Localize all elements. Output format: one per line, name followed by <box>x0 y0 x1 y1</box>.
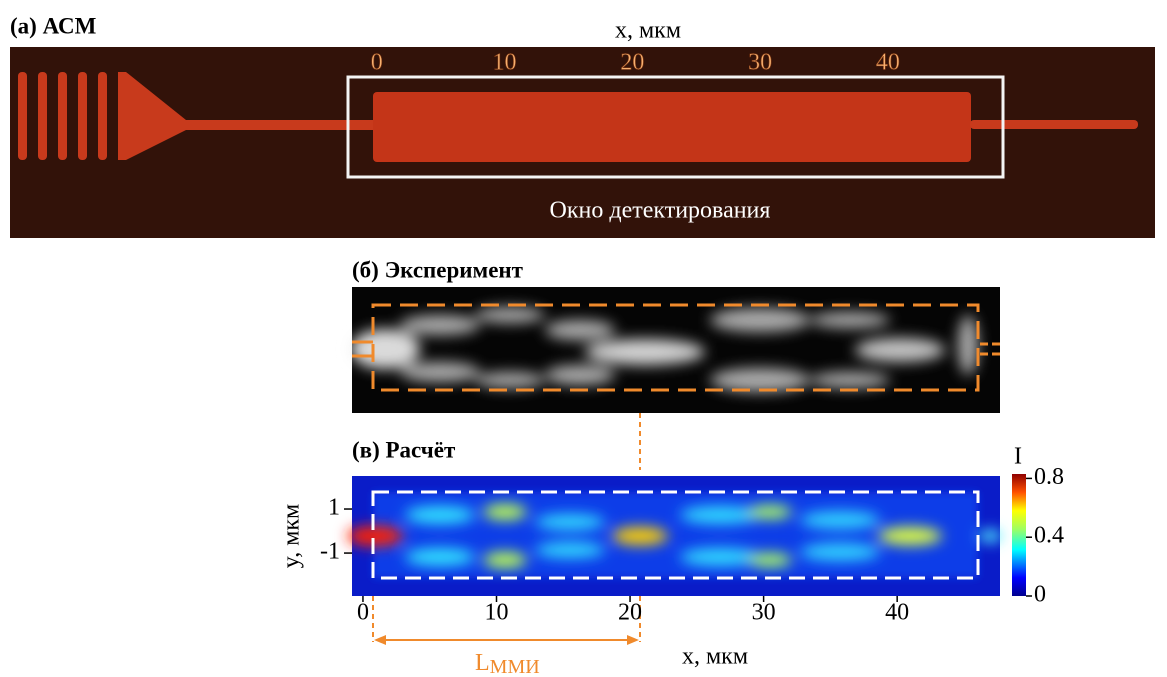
colorbar <box>1012 474 1026 596</box>
x-tick-label: 30 <box>748 50 772 76</box>
colorbar-tick-label: 0.8 <box>1034 464 1064 490</box>
panel-title: (б) Эксперимент <box>352 257 524 282</box>
experiment-image <box>350 287 1000 413</box>
x-tick-label: 10 <box>485 600 509 626</box>
panel-title: (в) Расчёт <box>352 437 456 462</box>
colorbar-label: I <box>1014 444 1022 470</box>
y-tick-label: 1 <box>328 495 340 521</box>
simulation-image <box>347 476 1002 596</box>
axis-label: y, мкм <box>279 504 305 568</box>
length-label: LММИ <box>475 650 540 677</box>
x-tick-label: 10 <box>493 50 517 76</box>
colorbar-tick-label: 0 <box>1034 582 1046 608</box>
x-tick-label: 0 <box>357 600 369 626</box>
window-label: Окно детектирования <box>550 198 771 224</box>
afm-image <box>10 47 1155 238</box>
x-tick-label: 40 <box>876 50 900 76</box>
axis-label: x, мкм <box>615 18 681 44</box>
x-tick-label: 20 <box>618 600 642 626</box>
length-subscript: ММИ <box>490 656 540 677</box>
axis-label: x, мкм <box>682 644 748 670</box>
panel-title: (a) АСМ <box>10 13 97 38</box>
x-tick-label: 0 <box>371 50 383 76</box>
colorbar-tick-label: 0.4 <box>1034 523 1064 549</box>
x-tick-label: 20 <box>620 50 644 76</box>
y-tick-label: -1 <box>320 539 340 565</box>
length-symbol: L <box>475 650 490 676</box>
x-tick-label: 30 <box>752 600 776 626</box>
length-marker <box>372 596 641 645</box>
x-tick-label: 40 <box>885 600 909 626</box>
